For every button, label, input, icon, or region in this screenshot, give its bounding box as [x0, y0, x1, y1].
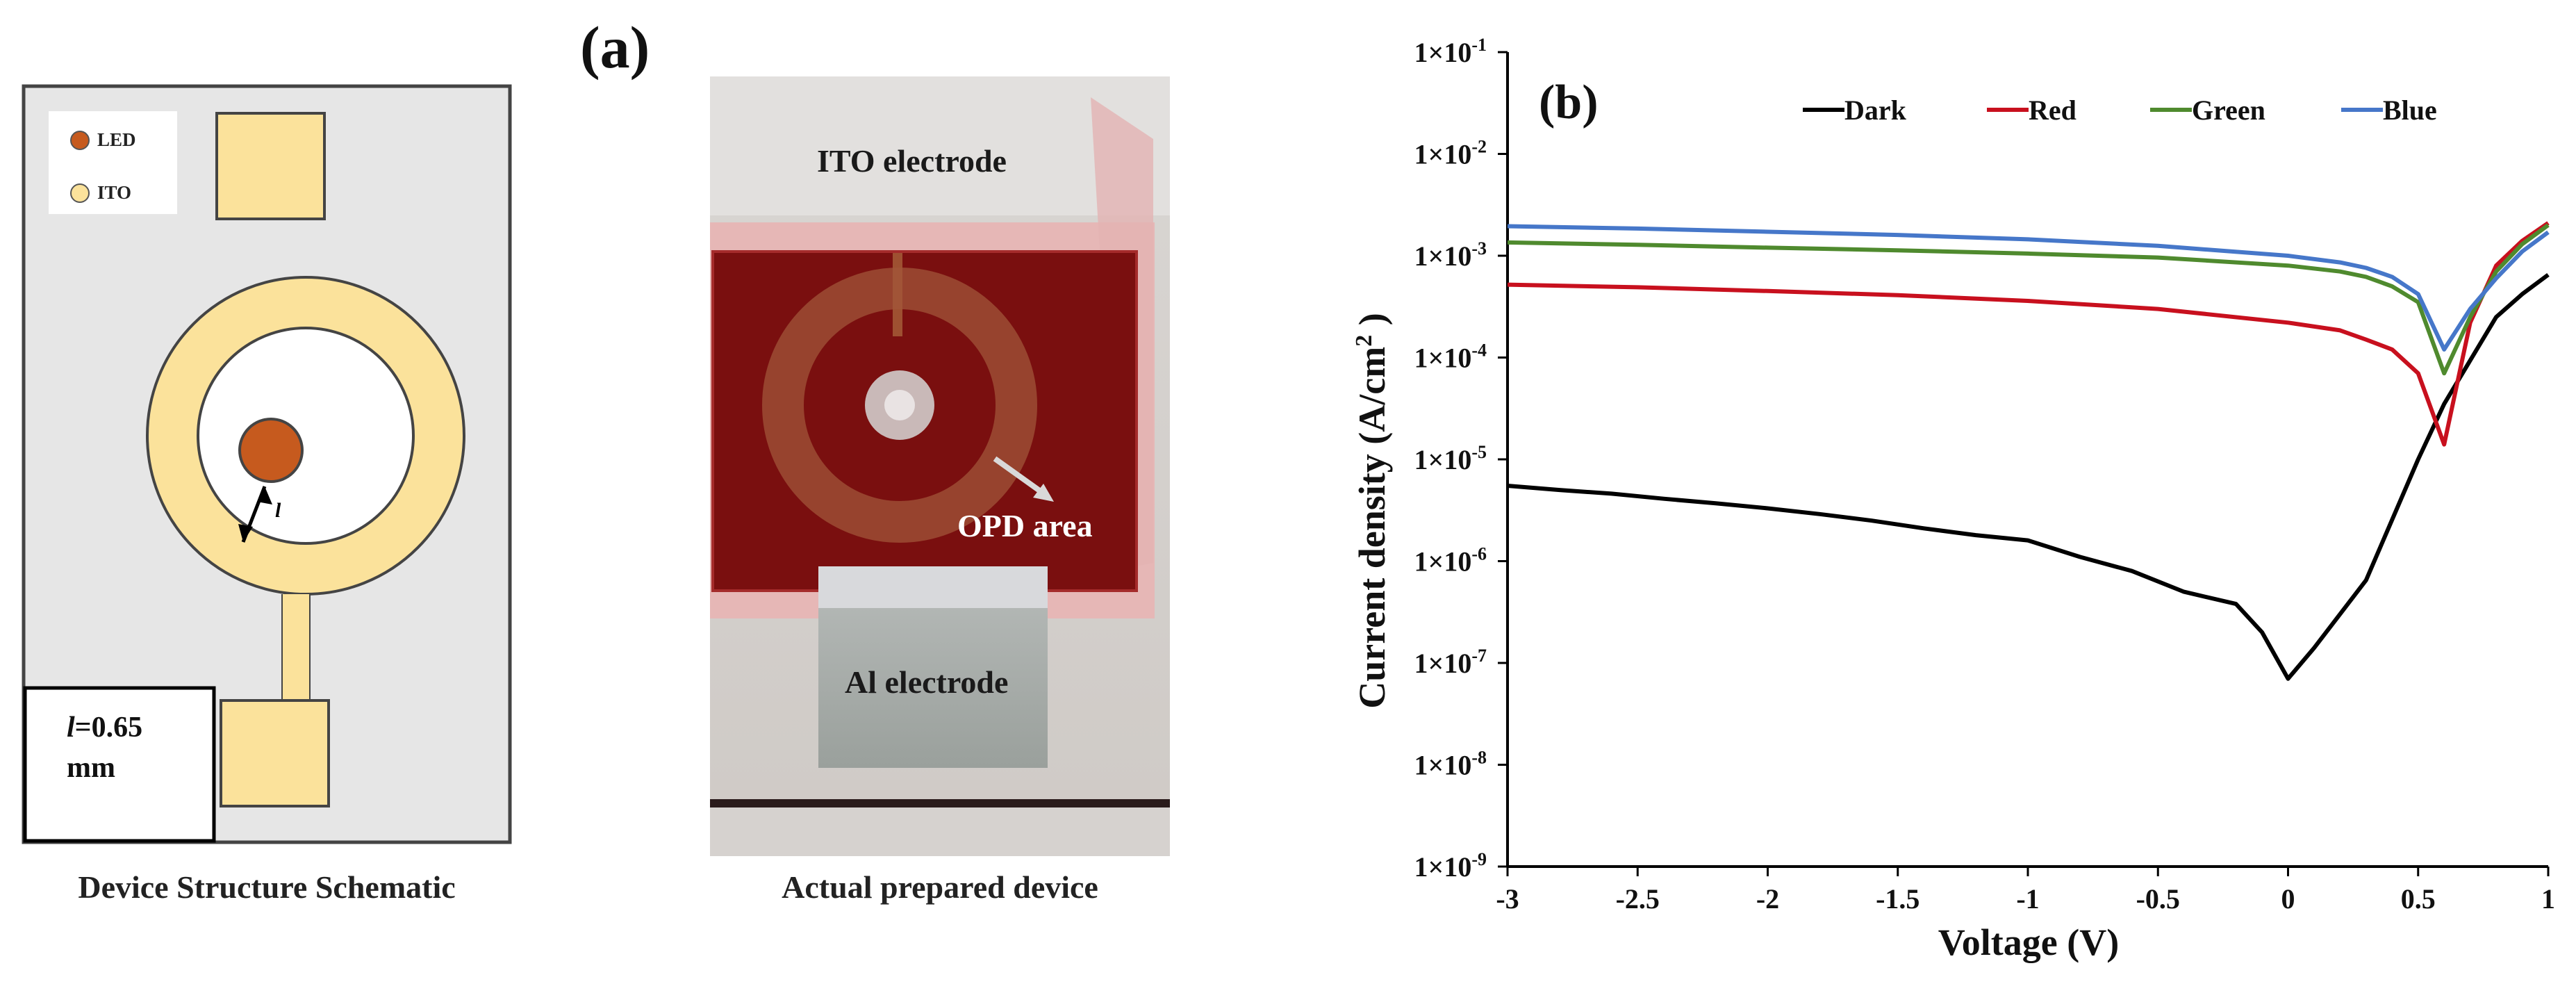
legend-label-dark: Dark: [1844, 95, 1907, 126]
x-tick-label: 1: [2541, 883, 2555, 915]
ring-inner-gap: [197, 327, 415, 545]
y-tick-label: 1×10-1: [1414, 35, 1487, 68]
y-tick-label: 1×10-4: [1414, 341, 1487, 374]
x-tick-label: -1.5: [1876, 883, 1919, 915]
legend-label-red: Red: [2029, 95, 2077, 126]
legend-box: [49, 111, 177, 214]
y-tick-label: 1×10-7: [1414, 646, 1487, 679]
x-tick-label: -2.5: [1616, 883, 1660, 915]
y-tick-label: 1×10-6: [1414, 544, 1487, 577]
top-ito-pad: [215, 112, 326, 220]
x-axis-label: Voltage (V): [1938, 921, 2120, 963]
x-tick-label: -3: [1496, 883, 1519, 915]
y-tick-label: 1×10-3: [1414, 238, 1487, 272]
panel-a-label: (a): [580, 14, 650, 81]
dimension-unit: mm: [67, 752, 115, 784]
series-line-red: [1507, 221, 2550, 447]
y-axis-label-text: Current density (A/cm: [1351, 346, 1393, 709]
led-dot: [238, 418, 304, 483]
dimension-value: =0.65: [74, 712, 143, 744]
legend-ito-label: ITO: [97, 182, 132, 203]
photo-label-ito: ITO electrode: [817, 143, 1007, 179]
y-tick-label: 1×10-5: [1414, 442, 1487, 475]
legend-label-green: Green: [2192, 95, 2265, 126]
x-tick-label: -2: [1756, 883, 1779, 915]
x-tick-label: 0: [2281, 883, 2295, 915]
x-tick-label: -1: [2016, 883, 2039, 915]
legend-led-label: LED: [97, 129, 136, 150]
x-tick-label: 0.5: [2401, 883, 2436, 915]
dimension-symbol: l: [67, 712, 75, 744]
y-tick-label: 1×10-9: [1414, 849, 1487, 883]
y-axis-label-sup: 2: [1351, 334, 1377, 347]
panel-b-label: (b): [1539, 76, 1599, 129]
ito-lead: [282, 594, 310, 705]
dimension-symbol-marker: l: [275, 499, 281, 522]
x-tick-label: -0.5: [2136, 883, 2180, 915]
dimension-box: [23, 686, 216, 843]
y-axis-label-close: ): [1351, 313, 1393, 335]
photo-caption: Actual prepared device: [782, 869, 1098, 905]
photo-label-al: Al electrode: [845, 664, 1009, 700]
bottom-ito-pad: [220, 699, 330, 807]
series-line-blue: [1507, 224, 2550, 352]
schematic-caption: Device Structure Schematic: [78, 869, 456, 905]
y-axis-label: Current density (A/cm2 ): [1351, 233, 1394, 789]
y-tick-label: 1×10-2: [1414, 137, 1487, 170]
legend-ito-swatch: [70, 183, 90, 203]
legend-led-swatch: [70, 131, 90, 150]
photo-label-opd: OPD area: [957, 508, 1093, 543]
series-line-dark: [1507, 272, 2550, 681]
legend-label-blue: Blue: [2383, 95, 2437, 126]
y-tick-label: 1×10-8: [1414, 748, 1487, 781]
